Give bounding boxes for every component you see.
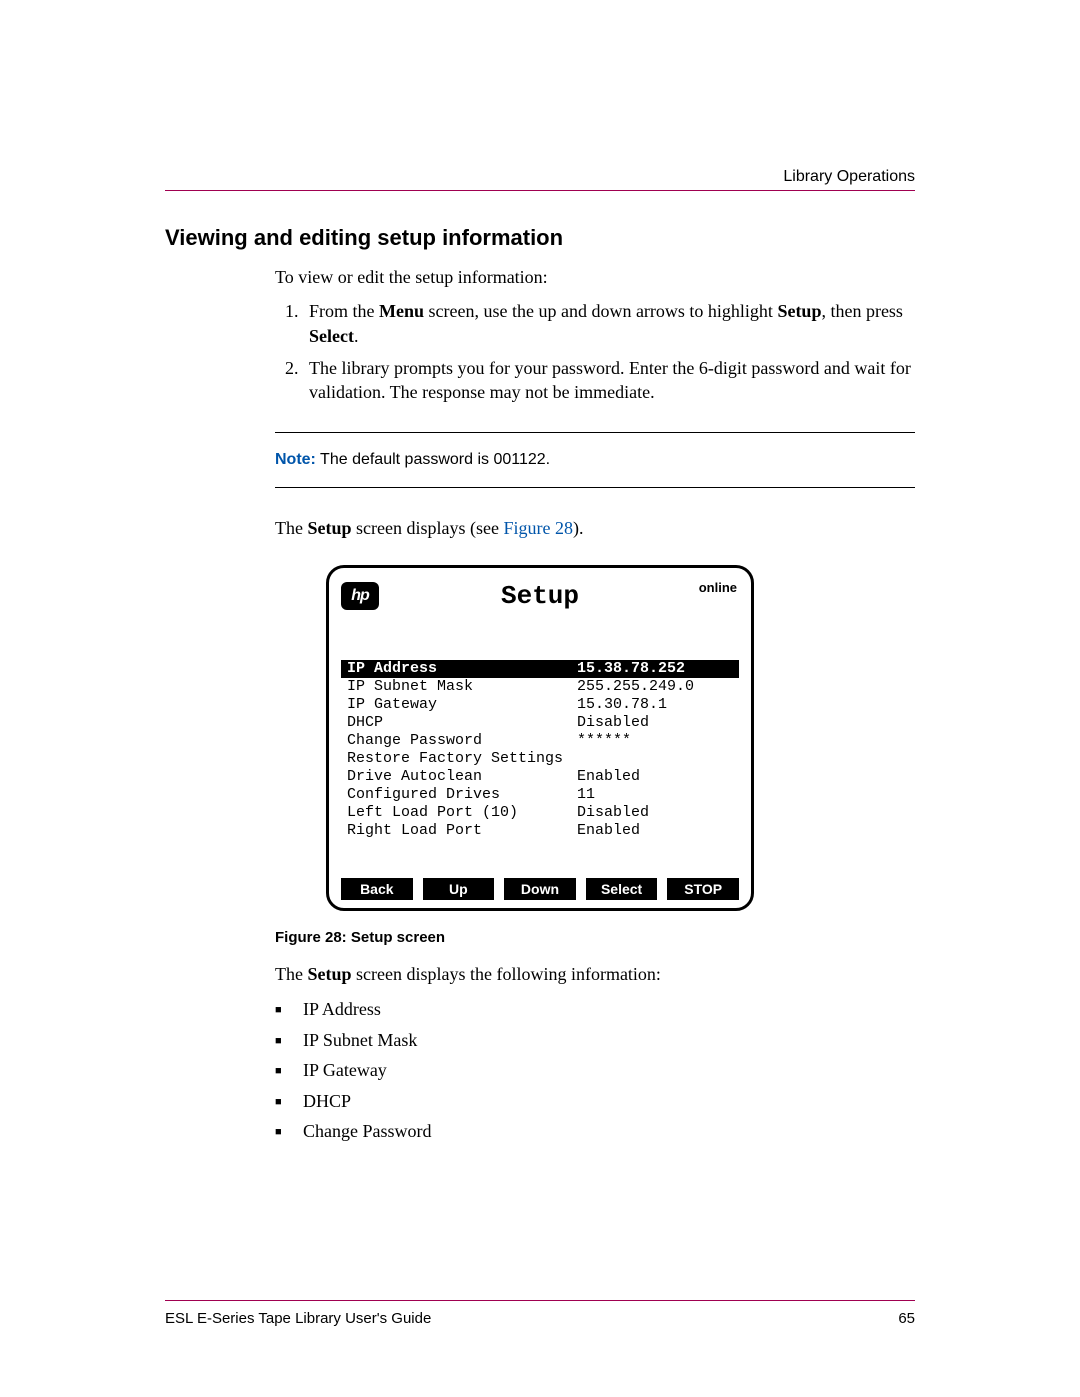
setup-screen-figure: hp Setup online IP Address15.38.78.252IP… <box>326 565 754 911</box>
note-text: The default password is 001122. <box>316 451 550 468</box>
figure-link[interactable]: Figure 28 <box>503 518 573 538</box>
device-row-value: 11 <box>577 786 733 804</box>
steps-list: From the Menu screen, use the up and dow… <box>275 299 915 404</box>
afternote-a: The <box>275 518 307 538</box>
page-number: 65 <box>898 1310 915 1327</box>
device-button-stop: STOP <box>667 878 739 900</box>
device-row-value: 15.38.78.252 <box>577 660 733 678</box>
header-section: Library Operations <box>783 168 915 186</box>
step1-part-e: , then press <box>821 301 902 321</box>
afterfig-a: The <box>275 964 307 984</box>
device-row: DHCPDisabled <box>341 714 739 732</box>
device-list: IP Address15.38.78.252IP Subnet Mask255.… <box>341 660 739 840</box>
step-1: From the Menu screen, use the up and dow… <box>303 299 915 348</box>
info-bullet-list: IP AddressIP Subnet MaskIP GatewayDHCPCh… <box>275 994 915 1147</box>
step1-part-a: From the <box>309 301 379 321</box>
afterfig-setup: Setup <box>307 964 351 984</box>
device-row-key: Change Password <box>347 732 577 750</box>
after-note-paragraph: The Setup screen displays (see Figure 28… <box>275 516 915 540</box>
device-row-value: 255.255.249.0 <box>577 678 733 696</box>
step1-setup: Setup <box>777 301 821 321</box>
bullet-item: IP Subnet Mask <box>275 1025 915 1056</box>
device-status: online <box>699 580 737 595</box>
device-row-value: ****** <box>577 732 733 750</box>
device-row-value: Enabled <box>577 822 733 840</box>
step1-menu: Menu <box>379 301 424 321</box>
bullet-item: IP Gateway <box>275 1055 915 1086</box>
device-row: IP Subnet Mask255.255.249.0 <box>341 678 739 696</box>
device-row-value: Disabled <box>577 804 733 822</box>
section-heading: Viewing and editing setup information <box>165 225 915 251</box>
intro-text: To view or edit the setup information: <box>275 265 915 289</box>
device-row: Configured Drives11 <box>341 786 739 804</box>
footer-rule <box>165 1300 915 1301</box>
afternote-setup: Setup <box>307 518 351 538</box>
device-buttons: Back Up Down Select STOP <box>341 878 739 900</box>
bullet-item: IP Address <box>275 994 915 1025</box>
device-row-value: 15.30.78.1 <box>577 696 733 714</box>
device-row-value <box>577 750 733 768</box>
device-row-key: IP Subnet Mask <box>347 678 577 696</box>
note-block: Note: The default password is 001122. <box>275 432 915 488</box>
device-row-key: Left Load Port (10) <box>347 804 577 822</box>
device-title: Setup <box>341 581 739 611</box>
device-button-down: Down <box>504 878 576 900</box>
step1-select: Select <box>309 326 354 346</box>
device-row-value: Disabled <box>577 714 733 732</box>
note-rule-bottom <box>275 487 915 488</box>
bullet-item: DHCP <box>275 1086 915 1117</box>
device-row-key: Configured Drives <box>347 786 577 804</box>
after-figure-paragraph: The Setup screen displays the following … <box>275 962 915 986</box>
afterfig-c: screen displays the following informatio… <box>352 964 661 984</box>
device-row-value: Enabled <box>577 768 733 786</box>
footer-title: ESL E-Series Tape Library User's Guide <box>165 1310 431 1327</box>
note-label: Note: <box>275 451 316 468</box>
device-row: Drive AutocleanEnabled <box>341 768 739 786</box>
step1-part-c: screen, use the up and down arrows to hi… <box>424 301 777 321</box>
device-row-key: Restore Factory Settings <box>347 750 577 768</box>
device-row: IP Address15.38.78.252 <box>341 660 739 678</box>
device-button-select: Select <box>586 878 658 900</box>
afternote-c: screen displays (see <box>352 518 504 538</box>
device-button-up: Up <box>423 878 495 900</box>
step1-part-g: . <box>354 326 359 346</box>
device-row-key: Drive Autoclean <box>347 768 577 786</box>
header-rule <box>165 190 915 191</box>
afternote-d: ). <box>573 518 584 538</box>
step-2: The library prompts you for your passwor… <box>303 356 915 405</box>
device-row: IP Gateway15.30.78.1 <box>341 696 739 714</box>
device-button-back: Back <box>341 878 413 900</box>
device-row-key: Right Load Port <box>347 822 577 840</box>
bullet-item: Change Password <box>275 1116 915 1147</box>
device-row-key: IP Gateway <box>347 696 577 714</box>
device-row-key: IP Address <box>347 660 577 678</box>
device-row: Restore Factory Settings <box>341 750 739 768</box>
device-row: Right Load PortEnabled <box>341 822 739 840</box>
device-row: Left Load Port (10)Disabled <box>341 804 739 822</box>
device-row-key: DHCP <box>347 714 577 732</box>
figure-caption: Figure 28: Setup screen <box>275 929 915 946</box>
device-row: Change Password****** <box>341 732 739 750</box>
